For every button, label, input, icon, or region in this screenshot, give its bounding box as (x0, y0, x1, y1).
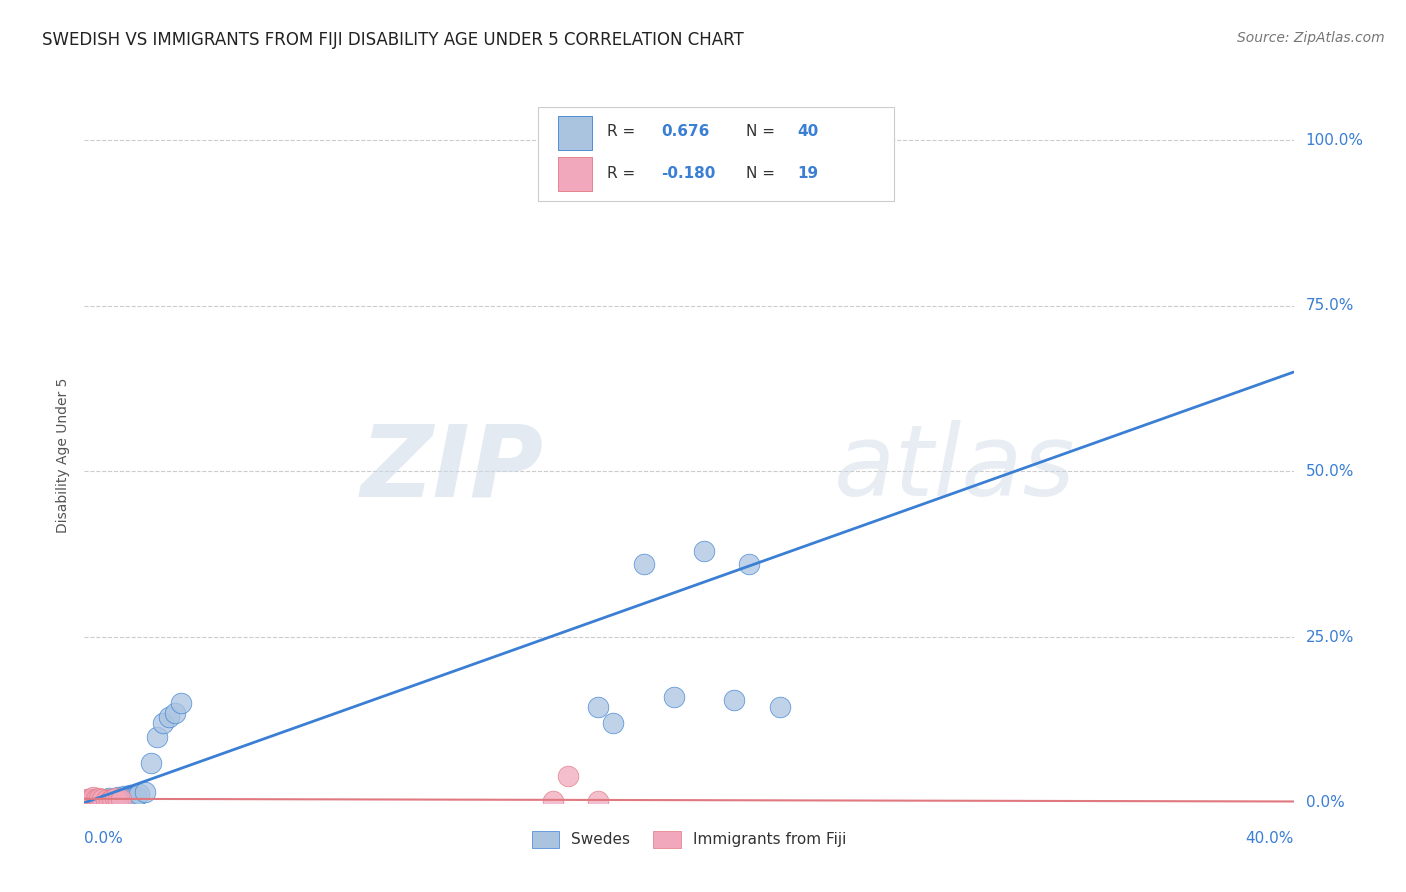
Point (82, 793, 104, 807)
Text: 19: 19 (797, 166, 818, 181)
Point (662, 690, 685, 704)
FancyBboxPatch shape (558, 116, 592, 150)
Text: N =: N = (745, 124, 775, 139)
Text: SWEDISH VS IMMIGRANTS FROM FIJI DISABILITY AGE UNDER 5 CORRELATION CHART: SWEDISH VS IMMIGRANTS FROM FIJI DISABILI… (42, 31, 744, 49)
Point (86, 794, 108, 808)
Point (82, 790, 104, 805)
Text: N =: N = (745, 166, 775, 181)
Point (91, 795, 114, 809)
Point (91, 792, 114, 806)
Point (738, 558, 761, 572)
Point (146, 730, 169, 744)
Point (557, 133, 579, 147)
Point (693, 544, 716, 558)
Point (86, 792, 108, 806)
Point (76, 792, 98, 806)
Text: 0.0%: 0.0% (1306, 796, 1344, 810)
Point (588, 794, 610, 808)
Point (79, 793, 101, 807)
Point (94, 793, 117, 807)
Text: 40: 40 (797, 124, 820, 139)
Text: 75.0%: 75.0% (1306, 298, 1354, 313)
Point (76, 794, 98, 808)
Point (86, 793, 108, 807)
Point (134, 785, 156, 799)
FancyBboxPatch shape (538, 107, 894, 201)
Point (89, 793, 111, 807)
Point (157, 709, 180, 723)
Point (602, 716, 624, 731)
Text: 50.0%: 50.0% (1306, 464, 1354, 479)
Point (82, 794, 104, 808)
Point (110, 792, 132, 806)
Point (97, 794, 120, 808)
Point (723, 693, 745, 707)
Point (769, 699, 792, 714)
Point (97, 791, 120, 805)
Point (79, 795, 101, 809)
Text: atlas: atlas (834, 420, 1076, 517)
Point (86, 792, 108, 806)
Point (115, 790, 138, 805)
Text: -0.180: -0.180 (661, 166, 716, 181)
Legend: Swedes, Immigrants from Fiji: Swedes, Immigrants from Fiji (526, 824, 852, 855)
Point (82, 792, 104, 806)
Point (100, 792, 122, 806)
Point (557, 769, 579, 783)
Point (100, 793, 122, 807)
Point (633, 558, 655, 572)
Point (588, 699, 610, 714)
FancyBboxPatch shape (558, 157, 592, 191)
Text: R =: R = (607, 166, 636, 181)
Point (89, 794, 111, 808)
Point (79, 792, 101, 806)
Text: ZIP: ZIP (361, 420, 544, 517)
Point (125, 789, 148, 803)
Point (112, 789, 135, 804)
Y-axis label: Disability Age Under 5: Disability Age Under 5 (56, 377, 70, 533)
Point (170, 697, 193, 711)
Point (118, 788, 141, 802)
Text: Source: ZipAtlas.com: Source: ZipAtlas.com (1237, 31, 1385, 45)
Point (110, 792, 132, 806)
Point (107, 790, 129, 805)
Point (107, 793, 129, 807)
Text: 40.0%: 40.0% (1246, 830, 1294, 846)
Text: 0.676: 0.676 (661, 124, 710, 139)
Point (163, 706, 186, 721)
Text: R =: R = (607, 124, 636, 139)
Point (541, 133, 564, 147)
Point (76, 794, 98, 808)
Point (139, 756, 162, 770)
Text: 0.0%: 0.0% (84, 830, 124, 846)
Point (97, 794, 120, 808)
Text: 25.0%: 25.0% (1306, 630, 1354, 645)
Point (128, 787, 150, 801)
Point (541, 794, 564, 808)
Point (104, 791, 127, 805)
Point (121, 789, 143, 804)
Point (94, 792, 117, 806)
Point (104, 792, 127, 806)
Point (89, 791, 111, 805)
Text: 100.0%: 100.0% (1306, 133, 1364, 148)
Point (91, 793, 114, 807)
Point (152, 716, 174, 731)
